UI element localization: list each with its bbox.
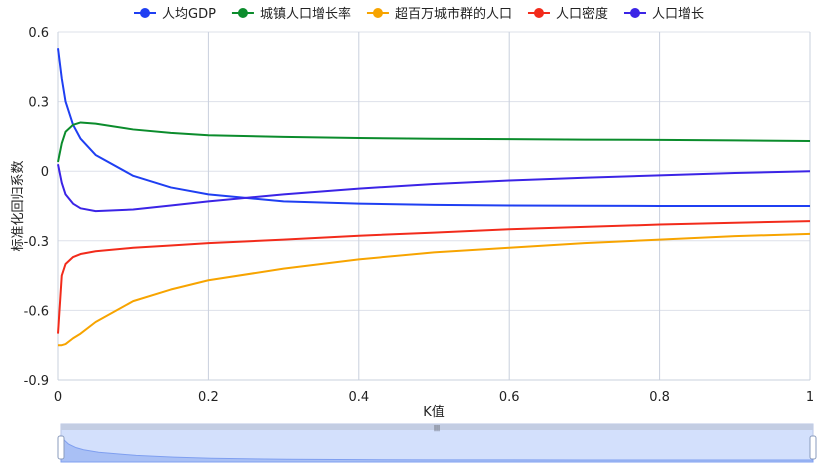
y-tick-label: 0 (41, 165, 49, 180)
legend-item[interactable]: 人均GDP (134, 7, 216, 22)
y-tick-label: -0.6 (24, 304, 49, 319)
x-axis-label: K值 (423, 404, 445, 420)
zoom-preview-area (60, 434, 814, 463)
legend-label: 超百万城市群的人口 (395, 6, 512, 22)
zoom-end-handle[interactable] (809, 435, 817, 460)
series-lines (57, 48, 811, 347)
series-line (58, 232, 811, 347)
x-tick-label: 0.2 (198, 390, 219, 405)
y-tick-label: -0.3 (24, 235, 49, 250)
zoom-grip-icon: ||| (434, 425, 440, 432)
legend-marker-icon (237, 8, 248, 18)
legend-marker-icon (140, 8, 150, 18)
x-tick-label: 0.4 (348, 390, 369, 405)
legend-item[interactable]: 人口密度 (527, 6, 608, 22)
legend-item[interactable]: 人口增长 (623, 7, 704, 22)
series-line (57, 220, 811, 334)
legend-label: 人口密度 (556, 6, 608, 22)
legend-marker-icon (372, 8, 383, 18)
legend-label: 城镇人口增长率 (260, 6, 351, 22)
data-zoom-slider[interactable]: ||| (57, 423, 817, 463)
legend-item[interactable]: 超百万城市群的人口 (366, 6, 512, 22)
y-tick-label: -0.9 (24, 374, 49, 389)
legend-item[interactable]: 城镇人口增长率 (231, 6, 351, 22)
x-tick-label: 0 (54, 390, 62, 405)
y-tick-label: 0.6 (28, 26, 49, 41)
legend-marker-icon (533, 8, 544, 18)
x-tick-label: 0.6 (499, 390, 520, 405)
series-line (57, 164, 811, 213)
zoom-start-handle[interactable] (57, 435, 65, 460)
series-line (57, 121, 811, 163)
axes: 0.6 0.3 0 -0.3 -0.6 -0.9 0 0.2 0.4 0.6 0.8 1 (24, 26, 815, 405)
legend-marker-icon (629, 8, 640, 18)
y-axis-label: 标准化回归系数 (11, 160, 26, 251)
series-line (57, 48, 810, 207)
legend[interactable]: 人均GDP 城镇人口增长率 超百万城市群的人口 人口密度 人口增长 (134, 6, 704, 22)
x-tick-label: 1 (806, 390, 814, 405)
y-tick-label: 0.3 (28, 96, 49, 111)
zoom-move-handle[interactable] (61, 424, 813, 430)
legend-label: 人口增长 (652, 7, 704, 22)
x-tick-label: 0.8 (649, 390, 670, 405)
legend-label: 人均GDP (162, 7, 216, 22)
